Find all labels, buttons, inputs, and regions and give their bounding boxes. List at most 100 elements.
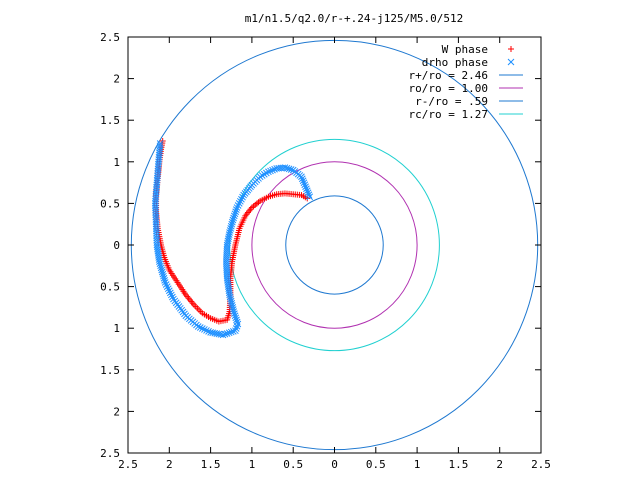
drho-phase-point [303,187,311,195]
circle-r-ro-59 [285,195,384,295]
drho-phase-point [300,179,308,187]
drho-phase-point [234,202,242,209]
y-tick-label: 2 [113,73,120,86]
drho-phase-point [303,185,310,193]
drho-phase-point [275,164,283,172]
drho-phase-point [232,327,239,335]
y-tick-label: 1.5 [100,364,120,377]
drho-phase-point [166,289,174,297]
y-tick-label: 0.5 [100,281,120,294]
drho-phase-point [196,324,204,331]
drho-phase-point [235,200,243,207]
drho-phase-point [305,191,313,199]
drho-phase-point [203,327,210,334]
legend-label: drho phase [422,56,488,69]
drho-phase-point [285,165,293,173]
drho-phase-point [157,264,165,272]
drho-phase-point [233,322,241,330]
drho-phase-point [230,308,238,315]
drho-phase-point [234,320,242,328]
drho-phase-point [158,266,166,274]
legend-label: rc/ro = 1.27 [409,108,488,121]
drho-phase-point [271,165,278,173]
drho-phase-point [233,316,240,324]
drho-phase-point [163,283,171,290]
drho-phase-point [228,301,236,309]
circle-ro-ro-1-00 [251,161,418,329]
drho-phase-point [225,329,233,337]
drho-phase-point [156,260,164,268]
x-tick-label: 0.5 [283,458,303,471]
chart-title: m1/n1.5/q2.0/r-+.24-j125/M5.0/512 [245,12,464,25]
drho-phase-point [239,193,246,201]
drho-phase-point [164,285,172,293]
x-tick-label: 1 [249,458,256,471]
legend-label: r+/ro = 2.46 [409,69,488,82]
drho-phase-point [267,167,274,175]
drho-phase-point [273,165,281,172]
x-tick-label: 2 [496,458,503,471]
drho-phase-point [165,287,173,295]
drho-phase-point [232,314,240,322]
drho-phase-point [232,208,240,216]
drho-phase-point [159,270,167,278]
drho-phase-point [229,216,237,224]
drho-phase-point [231,210,239,218]
drho-phase-point [228,218,236,226]
drho-phase-point [269,166,276,174]
drho-phase-point [169,293,176,301]
drho-phase-point [156,142,164,150]
drho-phase-point [236,197,244,205]
drho-phase-point [226,293,234,301]
drho-phase-point [156,140,164,147]
drho-phase-point [289,166,297,174]
x-tick-label: 2.5 [531,458,551,471]
x-tick-label: 1 [414,458,421,471]
drho-phase-point [160,274,168,282]
legend-sample [508,46,514,52]
x-tick-label: 2.5 [118,458,138,471]
drho-phase-point [162,281,170,288]
drho-phase-point [161,279,169,286]
drho-phase-point [161,277,168,284]
x-tick-label: 1.5 [448,458,468,471]
drho-phase-point [230,214,237,222]
y-tick-label: 1 [113,156,120,169]
drho-phase-point [168,291,175,299]
legend-label: r-/ro = .59 [415,95,488,108]
drho-phase-point [226,291,233,299]
x-tick-label: 0.5 [366,458,386,471]
y-tick-label: 2 [113,405,120,418]
drho-phase-point [170,295,177,303]
drho-phase-point [227,222,235,230]
y-tick-label: 2.5 [100,31,120,44]
y-tick-label: 0 [113,239,120,252]
drho-phase-point [287,166,295,173]
drho-phase-point [227,295,234,303]
drho-phase-point [231,312,239,320]
y-tick-label: 0.5 [100,197,120,210]
y-tick-label: 2.5 [100,447,120,460]
drho-phase-point [240,191,247,199]
x-tick-label: 1.5 [201,458,221,471]
drho-phase-point [304,189,312,197]
drho-phase-point [229,328,237,335]
x-tick-label: 0 [331,458,338,471]
drho-phase-point [209,329,217,337]
drho-phase-point [229,306,237,313]
drho-phase-point [205,328,212,335]
drho-phase-point [228,299,236,307]
axis-ticks: 2.5 2 1.5 1 0.5 0 0.5 1 1.5 2 2.52.521.510.500.511… [100,31,551,471]
drho-phase-point [302,183,309,191]
drho-phase-point [306,193,314,201]
drho-phase-point [198,325,206,332]
drho-phase-point [231,310,238,317]
drho-phase-point [201,326,208,333]
drho-phase-point [238,195,245,203]
drho-phase-point [227,328,235,336]
legend-sample [507,58,515,66]
drho-phase-point [228,220,236,228]
drho-phase-point [227,297,235,305]
